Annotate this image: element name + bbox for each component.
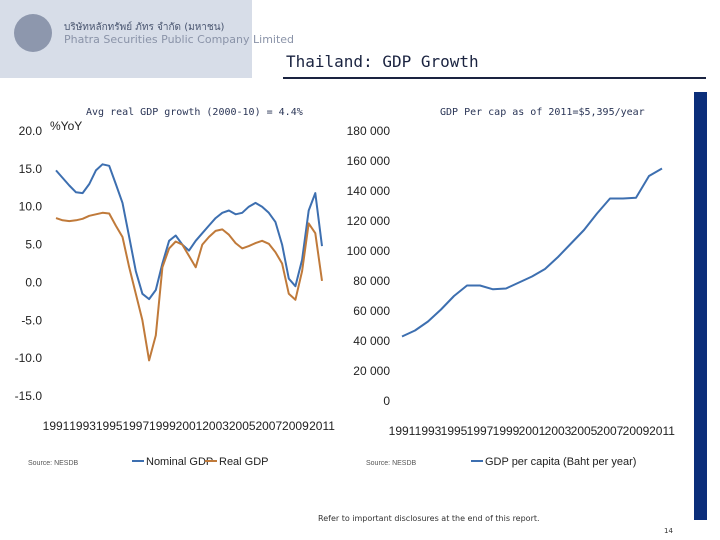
right-x-tick-label: 1993 [415, 424, 442, 438]
right-x-tick-label: 1991 [389, 424, 416, 438]
company-logo-area: บริษัทหลักทรัพย์ ภัทร จำกัด (มหาชน) Phat… [0, 0, 294, 78]
left-x-tick-label: 2007 [255, 419, 282, 433]
right-y-tick-label: 0 [383, 394, 390, 408]
left-y-tick-label: -10.0 [15, 351, 43, 365]
right-x-tick-label: 1997 [467, 424, 494, 438]
disclaimer-note: Refer to important disclosures at the en… [318, 514, 540, 523]
left-x-tick-label: 1995 [96, 419, 123, 433]
legend-real-label: Real GDP [219, 456, 269, 468]
gdp-per-capita-line [401, 167, 663, 338]
right-x-tick-label: 2009 [623, 424, 650, 438]
legend-nominal-label: Nominal GDP [146, 456, 213, 468]
left-y-tick-label: 15.0 [19, 162, 43, 176]
page-number: 14 [664, 527, 673, 535]
left-y-tick-label: 10.0 [19, 200, 43, 214]
left-x-tick-label: 2011 [309, 419, 335, 433]
real-gdp-line [55, 211, 323, 362]
right-source-label: Source: NESDB [366, 460, 417, 467]
left-y-tick-label: -15.0 [15, 389, 43, 403]
right-y-tick-label: 100 000 [347, 244, 391, 258]
right-y-tick-label: 80 000 [353, 274, 390, 288]
left-x-tick-label: 1993 [69, 419, 96, 433]
right-x-tick-label: 2007 [597, 424, 624, 438]
right-y-tick-label: 180 000 [347, 124, 391, 138]
left-x-tick-label: 2001 [176, 419, 203, 433]
right-chart-subtitle: GDP Per cap as of 2011=$5,395/year [440, 107, 645, 118]
left-x-tick-label: 1991 [43, 419, 70, 433]
left-x-tick-label: 2009 [282, 419, 309, 433]
left-x-tick-label: 2005 [229, 419, 256, 433]
left-x-tick-label: 1997 [122, 419, 149, 433]
right-y-tick-label: 140 000 [347, 184, 391, 198]
left-y-tick-label: -5.0 [21, 313, 42, 327]
side-accent-bar [694, 92, 707, 520]
title-divider [283, 77, 706, 79]
right-y-tick-label: 20 000 [353, 364, 390, 378]
right-x-tick-label: 2001 [519, 424, 546, 438]
left-unit-label: %YoY [50, 119, 82, 133]
right-y-tick-label: 60 000 [353, 304, 390, 318]
right-x-tick-label: 2005 [571, 424, 598, 438]
right-y-tick-label: 120 000 [347, 214, 391, 228]
legend-percap-label: GDP per capita (Baht per year) [485, 456, 636, 468]
left-x-tick-label: 2003 [202, 419, 229, 433]
right-y-tick-label: 160 000 [347, 154, 391, 168]
company-logo-mark [14, 14, 52, 52]
left-y-tick-label: 5.0 [25, 238, 42, 252]
left-chart-subtitle: Avg real GDP growth (2000-10) = 4.4% [86, 107, 303, 118]
left-x-tick-label: 1999 [149, 419, 176, 433]
right-x-tick-label: 2011 [649, 424, 675, 438]
right-x-tick-label: 1995 [441, 424, 468, 438]
company-name-english: Phatra Securities Public Company Limited [64, 33, 295, 46]
right-y-tick-label: 40 000 [353, 334, 390, 348]
right-x-tick-label: 2003 [545, 424, 572, 438]
left-y-tick-label: 0.0 [25, 275, 42, 289]
page-title: Thailand: GDP Growth [286, 52, 479, 71]
nominal-gdp-line [55, 163, 323, 301]
left-y-tick-label: 20.0 [19, 124, 43, 138]
company-name-thai: บริษัทหลักทรัพย์ ภัทร จำกัด (มหาชน) [64, 22, 225, 33]
right-x-tick-label: 1999 [493, 424, 520, 438]
left-source-label: Source: NESDB [28, 460, 79, 467]
